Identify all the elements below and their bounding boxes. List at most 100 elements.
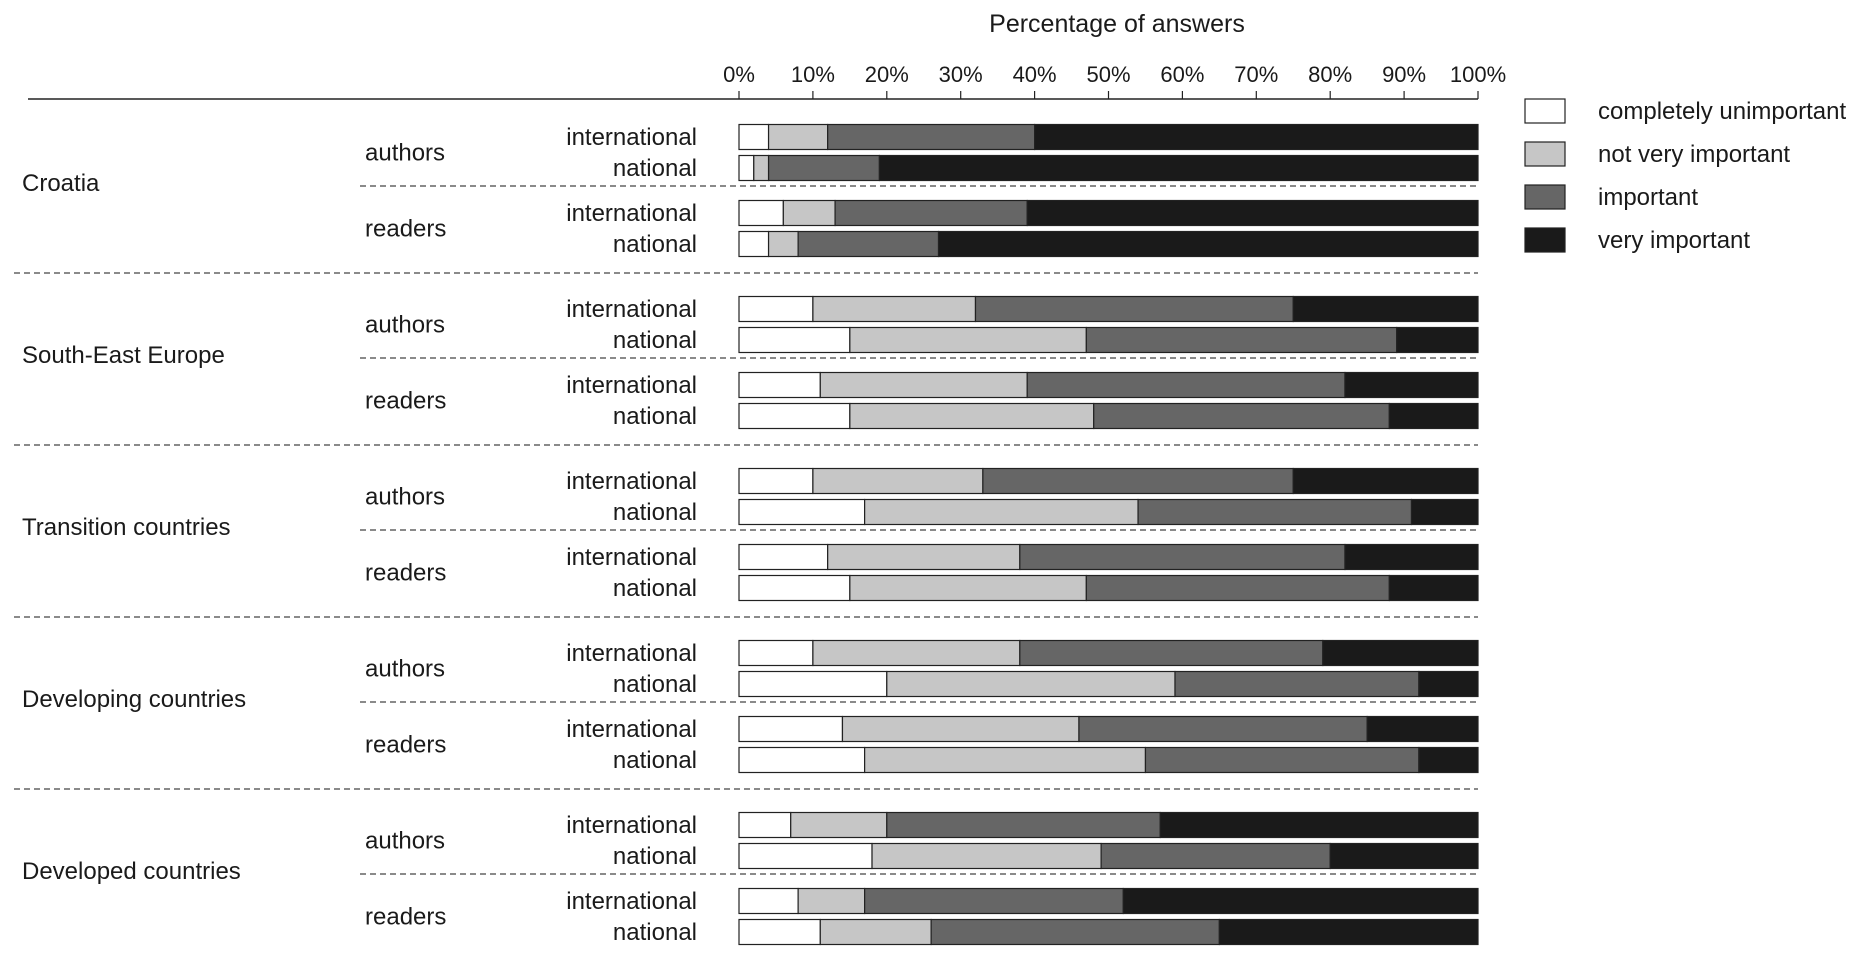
bar-segment <box>937 230 1479 258</box>
bar-segment <box>767 230 799 258</box>
bar-segment <box>841 715 1080 743</box>
bar-segment <box>1026 199 1479 227</box>
bar-segment <box>819 371 1028 399</box>
row-label: national <box>613 327 697 354</box>
bar-segment <box>886 670 1176 698</box>
row-label: international <box>566 372 697 399</box>
bar-segment <box>767 154 881 182</box>
bar-segment <box>864 498 1139 526</box>
bar-segment <box>738 842 873 870</box>
bar-segment <box>738 918 821 946</box>
bar-segment <box>738 154 755 182</box>
row-label: national <box>613 919 697 946</box>
legend-label: not very important <box>1598 141 1790 168</box>
subgroup-label: authors <box>365 140 445 167</box>
bar-segment <box>1366 715 1479 743</box>
bar-segment <box>1085 326 1398 354</box>
legend-swatch <box>1524 184 1566 210</box>
bar-segment <box>797 230 940 258</box>
group-label: Croatia <box>22 170 100 197</box>
bar-segment <box>1418 670 1479 698</box>
bar-segment <box>738 123 770 151</box>
bar-segment <box>864 887 1124 915</box>
row-label: national <box>613 403 697 430</box>
subgroup-label: readers <box>365 388 446 415</box>
bar-segment <box>738 574 851 602</box>
bar-segment <box>812 295 977 323</box>
x-tick-label: 90% <box>1382 62 1426 87</box>
bar-segment <box>834 199 1028 227</box>
bar-segment <box>871 842 1102 870</box>
bar-segment <box>738 746 866 774</box>
subgroup-label: authors <box>365 484 445 511</box>
x-tick-label: 40% <box>1013 62 1057 87</box>
bar-segment <box>974 295 1294 323</box>
bar-segment <box>812 467 984 495</box>
bar-segment <box>1033 123 1479 151</box>
x-tick-label: 100% <box>1450 62 1506 87</box>
group-label: Transition countries <box>22 514 231 541</box>
bar-segment <box>738 811 792 839</box>
subgroup-label: authors <box>365 828 445 855</box>
x-axis-ticks: 0% 10% 20% 30% 40% 50% 60% 70% 80% 90% 100% <box>723 62 1506 99</box>
row-label: international <box>566 812 697 839</box>
row-label: national <box>613 671 697 698</box>
bar-segment <box>1418 746 1479 774</box>
subgroup-label: readers <box>365 216 446 243</box>
row-label: international <box>566 296 697 323</box>
subgroup-label: authors <box>365 656 445 683</box>
bar-segment <box>1019 543 1346 571</box>
bar-segment <box>767 123 829 151</box>
bar-segment <box>1388 574 1479 602</box>
bar-segment <box>864 746 1147 774</box>
x-tick-label: 50% <box>1086 62 1130 87</box>
x-tick-label: 0% <box>723 62 755 87</box>
legend-label: completely unimportant <box>1598 98 1846 125</box>
row-label: national <box>613 231 697 258</box>
bar-segment <box>878 154 1479 182</box>
bar-segment <box>1122 887 1479 915</box>
bar-segment <box>827 123 1036 151</box>
bar-segment <box>1344 371 1479 399</box>
row-label: national <box>613 575 697 602</box>
bar-segment <box>1019 639 1324 667</box>
x-tick-label: 70% <box>1234 62 1278 87</box>
bar-segment <box>738 326 851 354</box>
bar-segment <box>1159 811 1479 839</box>
bar-segment <box>1093 402 1390 430</box>
bar-segment <box>982 467 1294 495</box>
bar-segment <box>1292 295 1479 323</box>
legend-swatch <box>1524 227 1566 253</box>
x-tick-label: 10% <box>791 62 835 87</box>
row-label: international <box>566 200 697 227</box>
bar-segment <box>849 574 1087 602</box>
bar-segment <box>1410 498 1479 526</box>
bar-segment <box>738 887 799 915</box>
bar-segment <box>738 402 851 430</box>
legend-label: important <box>1598 184 1698 211</box>
bar-segment <box>738 467 814 495</box>
bar-segment <box>1388 402 1479 430</box>
row-label: national <box>613 843 697 870</box>
row-label: national <box>613 747 697 774</box>
x-tick-label: 20% <box>865 62 909 87</box>
row-label: national <box>613 499 697 526</box>
bar-segment <box>782 199 836 227</box>
bar-segment <box>790 811 888 839</box>
bar-segment <box>738 543 829 571</box>
bar-segment <box>1218 918 1479 946</box>
group-label: South-East Europe <box>22 342 225 369</box>
subgroup-label: readers <box>365 732 446 759</box>
bar-segment <box>1396 326 1479 354</box>
group-label: Developing countries <box>22 686 246 713</box>
chart-title: Percentage of answers <box>989 10 1245 38</box>
row-label: international <box>566 544 697 571</box>
legend-label: very important <box>1598 227 1750 254</box>
row-label: international <box>566 124 697 151</box>
bar-segment <box>886 811 1161 839</box>
bar-segment <box>1329 842 1479 870</box>
bar-segment <box>738 230 770 258</box>
legend-swatch <box>1524 141 1566 167</box>
bar-segment <box>819 918 932 946</box>
bar-segment <box>738 670 888 698</box>
